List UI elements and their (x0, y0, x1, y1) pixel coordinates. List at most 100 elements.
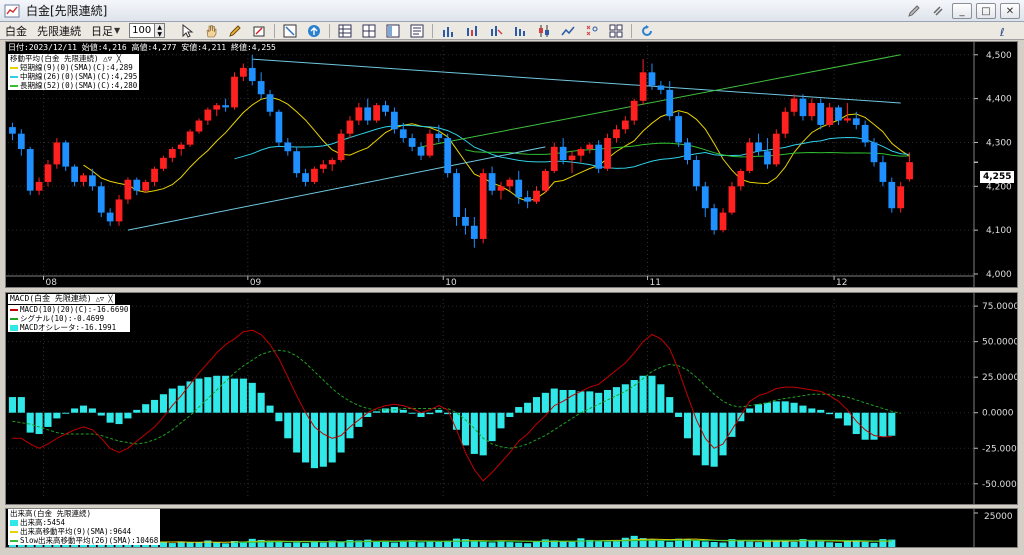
table-icon[interactable] (337, 23, 353, 39)
ma-mid-label: 中期線(26)(0)(SMA)(C):4,295 (20, 72, 138, 81)
candle-body (364, 107, 372, 121)
signal-swatch (10, 317, 18, 320)
volume-bar (586, 539, 594, 547)
link-icon[interactable] (928, 3, 948, 19)
reset-icon[interactable] (306, 23, 322, 39)
bar-chart-icon[interactable] (440, 23, 456, 39)
oscillator-bar (417, 412, 425, 417)
candle-body (879, 162, 887, 182)
cursor-icon[interactable] (179, 23, 195, 39)
macd-legend-marks[interactable]: △▽ ╳ (95, 295, 113, 303)
candle-body (728, 186, 736, 213)
eraser-icon[interactable] (251, 23, 267, 39)
price-chart-panel[interactable]: 4,500 4,400 4,300 4,200 4,100 4,000 08 09 10 11 12… (5, 41, 1018, 288)
close-button[interactable]: ✕ (1000, 3, 1020, 19)
volume-slow-ma-line (234, 539, 892, 543)
oscillator-bar (666, 397, 674, 413)
grid-icon[interactable] (361, 23, 377, 39)
oscillator-bar (293, 412, 301, 453)
candle-body (204, 109, 212, 121)
candle-body (781, 111, 789, 134)
volume-bar (737, 541, 745, 547)
volume-bar (532, 541, 541, 547)
oscillator-bar (675, 412, 683, 417)
volume-bar (213, 542, 221, 547)
pencil-icon[interactable] (227, 23, 243, 39)
candle-body (133, 179, 141, 191)
line-chart-icon[interactable] (560, 23, 576, 39)
candle-body (897, 186, 905, 209)
candle-icon[interactable] (536, 23, 552, 39)
volume-panel[interactable]: 25000 出来高(白金 先限連続) 出来高:5454 出来高移動平均(9)(S… (5, 508, 1018, 548)
candle-body (328, 160, 336, 165)
maximize-button[interactable]: □ (976, 3, 996, 19)
help-icon[interactable]: ℓ (996, 23, 1012, 39)
volume-chart-icon[interactable] (512, 23, 528, 39)
volume-bar (390, 542, 398, 547)
oscillator-bar (639, 375, 647, 413)
candle-body (17, 133, 25, 150)
last-price-tag: 4,255 (980, 171, 1015, 183)
volume-bar (381, 541, 390, 547)
oscillator-bar (346, 412, 354, 439)
oscillator-bar (568, 389, 576, 413)
oscillator-bar (719, 412, 727, 456)
volume-bar (257, 539, 265, 547)
minimize-button[interactable]: _ (952, 3, 972, 19)
oscillator-bar (381, 408, 390, 413)
candle-body (542, 170, 549, 191)
indicator-icon[interactable] (464, 23, 480, 39)
point-figure-icon[interactable] (584, 23, 600, 39)
macd-chart[interactable]: 75.0000 50.0000 25.0000 0.0000 -25.0000 -50.0… (6, 293, 1017, 504)
pen-icon[interactable] (904, 3, 924, 19)
commodity-label[interactable]: 白金 (5, 24, 27, 38)
candle-body (26, 149, 34, 191)
oscillator-bar (257, 392, 265, 413)
compare-icon[interactable] (488, 23, 504, 39)
oscillator-bar (204, 377, 212, 413)
count-spinner[interactable]: ▲ ▼ (155, 23, 166, 38)
candle-body (399, 129, 407, 139)
volume-bar (204, 540, 212, 547)
volume-bar (8, 543, 16, 547)
candle-body (755, 142, 762, 152)
oscillator-bar (35, 412, 43, 435)
ma-short-label: 短期線(9)(0)(SMA)(C):4,289 (20, 63, 133, 72)
volume-bar (559, 541, 567, 547)
candle-body (666, 89, 674, 117)
volume-bar (621, 537, 629, 547)
volume-chart[interactable]: 25000 (6, 509, 1017, 547)
candle-body (746, 142, 754, 171)
ma-legend-marks[interactable]: △▽ ╳ (103, 54, 122, 63)
volume-bar (470, 541, 478, 547)
multi-chart-icon[interactable] (608, 23, 624, 39)
layout-icon[interactable] (385, 23, 401, 39)
count-input[interactable]: 100 (129, 23, 156, 38)
oscillator-bar (26, 412, 34, 433)
refresh-icon[interactable] (639, 23, 655, 39)
oscillator-bar (310, 412, 318, 469)
trend-line (420, 54, 901, 148)
zoom-icon[interactable] (282, 23, 298, 39)
macd-panel[interactable]: 75.0000 50.0000 25.0000 0.0000 -25.0000 -50.0… (5, 292, 1018, 505)
oscillator-swatch (10, 324, 18, 331)
oscillator-bar (44, 412, 52, 427)
contract-label[interactable]: 先限連続 (37, 24, 81, 38)
volume-bar (337, 542, 345, 547)
price-chart[interactable]: 4,500 4,400 4,300 4,200 4,100 4,000 08 09 10 11 12 (6, 42, 1017, 287)
volume-bar (683, 539, 692, 547)
ma-long-swatch (10, 84, 18, 87)
oscillator-bar (586, 391, 594, 413)
candle-body (586, 144, 594, 150)
volume-bar (355, 540, 363, 547)
volume-ma-label: 出来高移動平均(9)(SMA):9644 (20, 527, 132, 536)
text-icon[interactable] (409, 23, 425, 39)
volume-bar (479, 541, 487, 547)
hand-icon[interactable] (203, 23, 219, 39)
candle-body (559, 146, 567, 160)
candle-body (266, 94, 274, 112)
candle-body (550, 146, 558, 171)
oscillator-bar (781, 401, 789, 413)
period-dropdown[interactable]: 日足 ▼ (86, 23, 125, 39)
period-value: 日足 (91, 24, 113, 38)
